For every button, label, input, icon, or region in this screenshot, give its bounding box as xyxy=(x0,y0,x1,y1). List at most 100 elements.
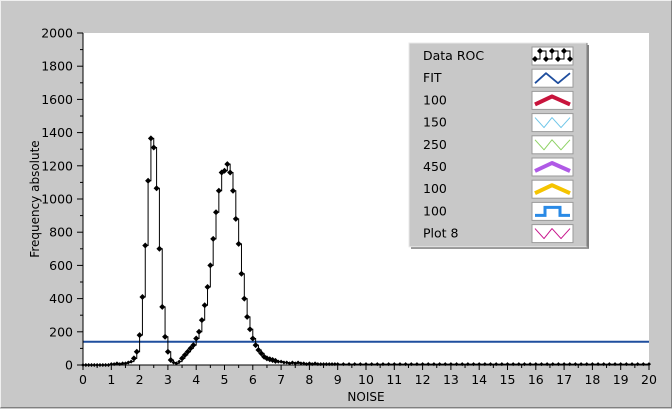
legend-swatch-line xyxy=(535,205,570,217)
x-tick-label: 7 xyxy=(277,372,285,387)
x-tick-label: 1 xyxy=(107,372,115,387)
legend-swatch-line xyxy=(534,72,571,85)
x-tick-label: 3 xyxy=(164,372,172,387)
x-tick-label: 8 xyxy=(305,372,313,387)
data-roc-point xyxy=(241,295,248,302)
data-roc-point xyxy=(296,360,301,365)
data-roc-point xyxy=(187,345,194,352)
data-roc-point xyxy=(159,303,166,310)
data-roc-point xyxy=(227,169,234,176)
data-roc-point xyxy=(130,355,137,362)
data-roc-point xyxy=(238,270,245,277)
data-roc-point xyxy=(196,328,203,335)
legend-label: 100 xyxy=(423,203,447,218)
data-roc-point xyxy=(207,262,214,269)
data-roc-point xyxy=(244,313,251,320)
y-tick-label: 0 xyxy=(65,358,73,373)
data-roc-point xyxy=(123,361,128,366)
data-roc-point xyxy=(181,352,188,359)
data-roc-point xyxy=(276,359,281,364)
y-axis-title: Frequency absolute xyxy=(28,140,42,257)
data-roc-point xyxy=(298,361,303,366)
data-roc-point xyxy=(120,361,125,366)
legend-swatch-marker xyxy=(532,56,538,62)
x-tick-label: 9 xyxy=(334,372,342,387)
legend-swatch-line xyxy=(534,139,571,151)
data-roc-point xyxy=(201,302,208,309)
data-roc-point xyxy=(252,342,259,349)
data-roc-point xyxy=(179,355,186,362)
data-roc-point xyxy=(215,187,222,194)
x-tick-label: 11 xyxy=(386,372,402,387)
data-roc-point xyxy=(145,177,152,184)
data-roc-point xyxy=(204,283,211,290)
x-tick-label: 18 xyxy=(584,372,600,387)
legend-swatch-line xyxy=(534,228,571,240)
legend-swatch[interactable] xyxy=(531,179,574,199)
data-roc-point xyxy=(198,317,205,324)
x-tick-label: 14 xyxy=(471,372,487,387)
y-tick-label: 1200 xyxy=(41,158,73,173)
legend-swatch[interactable] xyxy=(531,224,574,244)
data-roc-point xyxy=(177,359,182,364)
x-tick-label: 5 xyxy=(221,372,229,387)
data-roc-point xyxy=(232,215,239,222)
x-tick-label: 15 xyxy=(500,372,516,387)
legend-swatch-line xyxy=(534,94,571,107)
data-roc-point xyxy=(162,333,169,340)
data-roc-point xyxy=(224,161,231,168)
data-roc-point xyxy=(171,360,176,365)
x-tick-label: 6 xyxy=(249,372,257,387)
x-tick-label: 19 xyxy=(613,372,629,387)
x-tick-label: 13 xyxy=(443,372,459,387)
y-tick-label: 1000 xyxy=(41,192,73,207)
legend-label: 250 xyxy=(423,137,447,152)
legend-label: 150 xyxy=(423,115,447,130)
legend-swatch-marker xyxy=(561,48,567,54)
legend-swatch-marker xyxy=(555,56,561,62)
y-tick-label: 2000 xyxy=(41,26,73,41)
data-roc-point xyxy=(235,240,242,247)
data-roc-point xyxy=(174,361,179,366)
data-roc-point xyxy=(139,293,146,300)
data-roc-point xyxy=(164,348,171,355)
data-roc-point xyxy=(249,335,256,342)
legend-swatch-marker xyxy=(549,48,555,54)
y-tick-label: 800 xyxy=(49,225,73,240)
data-roc-point xyxy=(156,245,163,252)
x-tick-label: 16 xyxy=(528,372,544,387)
legend-label: FIT xyxy=(423,70,442,85)
legend-swatch-marker xyxy=(543,56,549,62)
legend-swatch-line xyxy=(534,117,571,129)
legend-swatch[interactable] xyxy=(531,90,574,110)
data-roc-point xyxy=(246,326,253,333)
legend-label: Plot 8 xyxy=(423,226,459,241)
legend-label: Data ROC xyxy=(423,48,484,63)
legend-swatch[interactable] xyxy=(531,157,574,177)
x-axis-title: NOISE xyxy=(347,390,384,404)
data-roc-point xyxy=(229,187,236,194)
x-tick-label: 0 xyxy=(79,372,87,387)
legend-swatch[interactable] xyxy=(531,135,574,155)
data-roc-point xyxy=(281,360,286,365)
y-tick-label: 1800 xyxy=(41,59,73,74)
legend-label: 100 xyxy=(423,92,447,107)
legend-swatch-marker xyxy=(537,48,543,54)
x-tick-label: 17 xyxy=(556,372,572,387)
legend-label: 450 xyxy=(423,159,447,174)
legend-swatch[interactable] xyxy=(531,113,574,133)
data-roc-point xyxy=(184,348,191,355)
data-roc-point xyxy=(213,209,220,216)
data-roc-point xyxy=(221,167,228,174)
legend[interactable]: Data ROC FIT 100 150 250 450 100 100 Plot 8 xyxy=(408,42,589,249)
data-roc-point xyxy=(133,348,140,355)
y-tick-label: 400 xyxy=(49,291,73,306)
legend-swatch-marker xyxy=(567,56,573,62)
legend-swatch[interactable] xyxy=(531,201,574,221)
x-tick-label: 20 xyxy=(641,372,657,387)
data-roc-point xyxy=(147,135,154,142)
y-tick-label: 1400 xyxy=(41,125,73,140)
data-roc-point xyxy=(136,332,143,339)
